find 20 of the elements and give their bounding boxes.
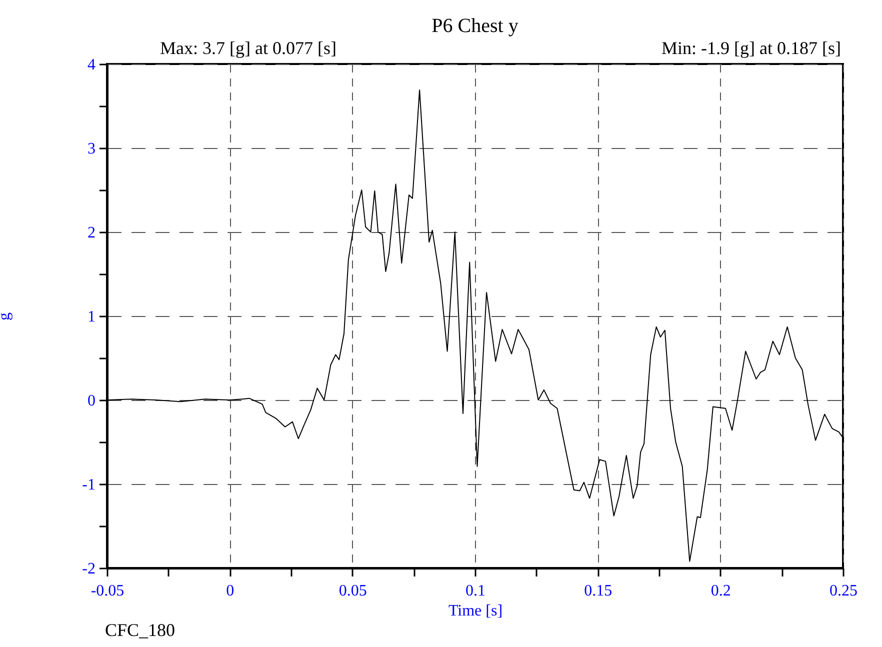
y-tick-label: 0 — [88, 392, 96, 410]
y-axis-title: g — [0, 312, 14, 320]
text: CFC_180 — [105, 620, 176, 640]
x-tick-label: -0.05 — [90, 582, 124, 600]
y-tick-label: -1 — [82, 476, 96, 494]
y-tick-label: 3 — [88, 140, 96, 158]
x-tick-label: 0.1 — [466, 582, 486, 600]
x-axis-title: Time [s] — [448, 602, 503, 620]
chart-title: P6 Chest y — [432, 15, 518, 37]
y-tick-label: 1 — [88, 308, 96, 326]
y-tick-label: 2 — [88, 224, 96, 242]
y-tick-label: 4 — [88, 56, 96, 74]
x-tick-label: 0.2 — [710, 582, 731, 600]
x-tick-label: 0.05 — [338, 582, 367, 600]
y-tick-label: -2 — [82, 560, 96, 578]
x-tick-label: 0.25 — [830, 582, 858, 600]
text: Min: -1.9 [g] at 0.187 [s] — [662, 38, 841, 58]
x-tick-label: 0 — [226, 582, 234, 600]
x-tick-label: 0.15 — [584, 582, 612, 600]
text: Max: 3.7 [g] at 0.077 [s] — [160, 38, 336, 58]
